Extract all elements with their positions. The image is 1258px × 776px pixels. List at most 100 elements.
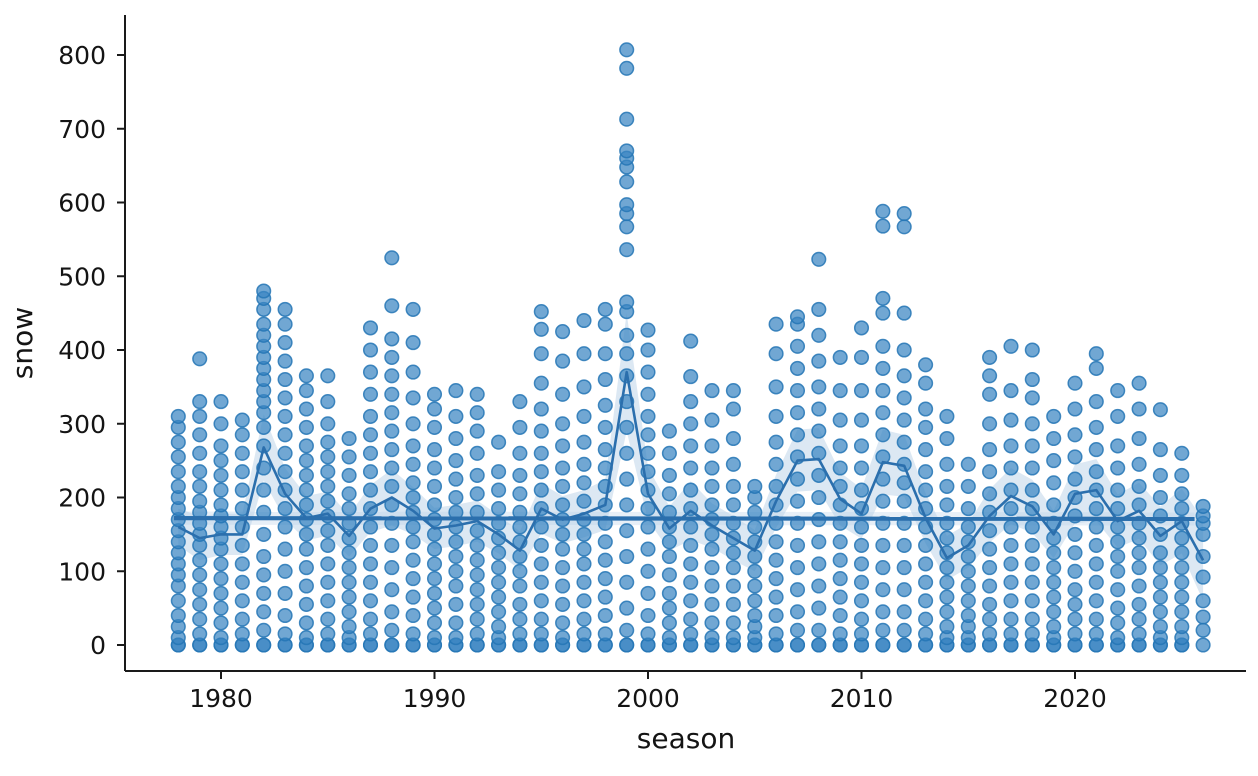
data-point — [298, 526, 314, 542]
data-point — [1067, 375, 1083, 391]
data-point — [213, 630, 229, 646]
data-point — [341, 560, 357, 576]
data-point — [1131, 611, 1147, 627]
data-point — [1024, 460, 1040, 476]
data-point — [619, 445, 635, 461]
data-point — [1003, 501, 1019, 517]
data-point — [533, 346, 549, 362]
data-point — [426, 460, 443, 476]
data-point — [298, 541, 314, 557]
data-point — [1067, 427, 1083, 443]
data-point — [469, 386, 485, 402]
data-point — [234, 537, 250, 553]
data-point — [683, 626, 699, 642]
data-point — [555, 615, 571, 631]
data-point — [918, 611, 934, 627]
data-point — [1131, 478, 1147, 494]
data-point — [896, 537, 912, 553]
data-point — [1088, 442, 1104, 458]
data-point — [1088, 519, 1104, 535]
data-point — [960, 563, 976, 579]
data-point — [811, 301, 827, 317]
data-point — [192, 351, 208, 367]
data-point — [960, 607, 976, 624]
data-point — [1024, 371, 1040, 388]
data-point — [491, 589, 507, 605]
data-point — [320, 626, 336, 642]
data-point — [1024, 390, 1040, 406]
data-point — [1003, 383, 1019, 399]
data-point — [405, 456, 421, 472]
data-point — [683, 482, 699, 498]
data-point — [192, 552, 208, 568]
data-point — [1195, 498, 1211, 514]
data-point — [298, 467, 314, 483]
data-point — [234, 556, 250, 572]
data-point — [1003, 460, 1019, 476]
data-point — [170, 607, 186, 624]
data-point — [1067, 526, 1083, 542]
data-point — [341, 430, 357, 447]
y-tick-label: 100 — [58, 557, 106, 586]
data-point — [448, 534, 464, 550]
data-point — [918, 401, 934, 417]
data-point — [1088, 626, 1104, 642]
data-point — [811, 379, 827, 395]
data-point — [768, 316, 784, 332]
data-point — [384, 637, 400, 653]
data-point — [491, 501, 507, 517]
data-point — [597, 397, 613, 413]
data-point — [512, 419, 528, 435]
data-point — [661, 567, 677, 583]
x-axis-title: season — [637, 722, 735, 755]
data-point — [426, 541, 443, 557]
data-point — [448, 471, 464, 487]
data-point — [1131, 560, 1147, 576]
data-point — [619, 637, 635, 653]
data-point — [192, 493, 208, 509]
y-tick-label: 800 — [58, 41, 106, 70]
data-point — [789, 383, 806, 399]
data-point — [555, 630, 571, 646]
data-point — [320, 593, 336, 609]
data-point — [384, 460, 400, 476]
data-point — [1131, 626, 1147, 642]
data-point — [384, 442, 400, 458]
y-axis-title: snow — [6, 307, 39, 379]
data-point — [1110, 482, 1126, 498]
data-point — [960, 548, 976, 565]
data-point — [384, 478, 400, 494]
data-point — [426, 556, 443, 572]
data-point — [576, 346, 592, 362]
data-point — [192, 427, 208, 443]
data-point — [853, 482, 870, 498]
data-point — [362, 482, 379, 498]
data-point — [1195, 622, 1211, 638]
data-point — [619, 242, 635, 258]
data-point — [576, 556, 592, 572]
data-point — [1024, 416, 1040, 432]
data-point — [1024, 556, 1040, 572]
data-point — [704, 497, 720, 513]
data-point — [1131, 545, 1147, 561]
data-point — [683, 460, 699, 476]
data-point — [555, 324, 571, 340]
data-point — [341, 501, 357, 517]
data-point — [555, 386, 571, 402]
data-point — [555, 460, 571, 476]
data-point — [213, 482, 229, 498]
data-point — [1067, 596, 1083, 612]
data-point — [832, 460, 848, 476]
data-point — [789, 427, 806, 443]
x-tick-label: 1980 — [189, 684, 253, 713]
data-point — [576, 626, 592, 642]
data-point — [640, 322, 656, 338]
data-point — [1174, 574, 1190, 590]
data-point — [362, 427, 379, 443]
data-point — [768, 379, 784, 395]
data-point — [640, 607, 656, 624]
trend-line — [174, 516, 1195, 521]
data-point — [234, 611, 250, 627]
data-point — [896, 493, 912, 509]
